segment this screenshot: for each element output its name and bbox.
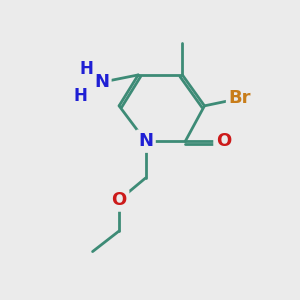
- Text: O: O: [216, 132, 231, 150]
- Text: N: N: [138, 132, 153, 150]
- Text: N: N: [94, 73, 109, 91]
- Text: H: H: [74, 86, 88, 104]
- Text: Br: Br: [229, 89, 251, 107]
- Text: O: O: [112, 191, 127, 209]
- Text: H: H: [80, 60, 94, 78]
